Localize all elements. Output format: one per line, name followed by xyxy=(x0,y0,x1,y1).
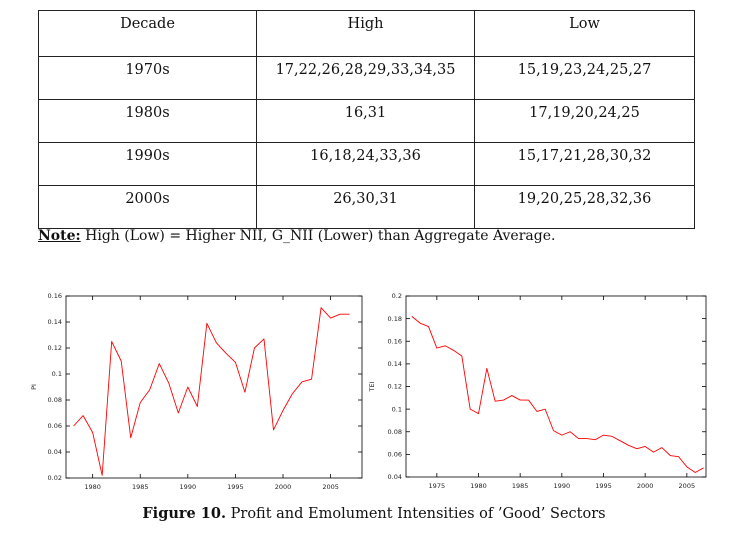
y-tick-label: 0.18 xyxy=(388,315,402,323)
y-tick-label: 0.16 xyxy=(388,337,402,345)
cell-high: 26,30,31 xyxy=(256,185,475,229)
y-tick-label: 0.08 xyxy=(48,396,62,404)
cell-high: 17,22,26,28,29,33,34,35 xyxy=(256,56,475,100)
y-tick-label: 0.12 xyxy=(48,344,62,352)
cell-decade: 2000s xyxy=(38,185,257,229)
header-high: High xyxy=(256,10,475,57)
x-tick-label: 1985 xyxy=(132,483,149,491)
table-row: 2000s 26,30,31 19,20,25,28,32,36 xyxy=(38,185,695,229)
cell-decade: 1990s xyxy=(38,142,257,186)
y-tick-label: 0.12 xyxy=(388,383,402,391)
y-tick-label: 0.14 xyxy=(48,318,62,326)
cell-high: 16,18,24,33,36 xyxy=(256,142,475,186)
header-low: Low xyxy=(474,10,695,57)
y-tick-label: 0.04 xyxy=(48,448,62,456)
y-tick-label: 0.2 xyxy=(392,292,402,300)
cell-low: 15,19,23,24,25,27 xyxy=(474,56,695,100)
y-tick-label: 0.08 xyxy=(388,428,402,436)
x-tick-label: 1990 xyxy=(180,483,197,491)
figure-caption: Figure 10. Profit and Emolument Intensit… xyxy=(0,505,748,522)
plot-frame xyxy=(405,295,707,478)
table-row: 1990s 16,18,24,33,36 15,17,21,28,30,32 xyxy=(38,142,695,186)
cell-low: 15,17,21,28,30,32 xyxy=(474,142,695,186)
cell-decade: 1980s xyxy=(38,99,257,143)
x-tick-label: 2005 xyxy=(322,483,339,491)
x-tick-label: 2000 xyxy=(637,482,654,490)
y-tick-label: 0.1 xyxy=(52,370,62,378)
x-tick-label: 1980 xyxy=(84,483,101,491)
plot-frame xyxy=(65,295,363,479)
x-tick-label: 1995 xyxy=(595,482,612,490)
table-row: 1980s 16,31 17,19,20,24,25 xyxy=(38,99,695,143)
series-line xyxy=(73,307,350,476)
decade-sector-table: Decade High Low 1970s 17,22,26,28,29,33,… xyxy=(38,10,695,229)
y-tick-label: 0.02 xyxy=(48,474,62,482)
cell-high: 16,31 xyxy=(256,99,475,143)
y-axis-title: PI xyxy=(30,384,38,390)
table-header-row: Decade High Low xyxy=(38,10,695,57)
series-line xyxy=(411,316,704,473)
y-axis-title: TEI xyxy=(368,381,376,392)
x-tick-label: 1990 xyxy=(554,482,571,490)
table-row: 1970s 17,22,26,28,29,33,34,35 15,19,23,2… xyxy=(38,56,695,100)
table-note: Note: High (Low) = Higher NII, G_NII (Lo… xyxy=(38,228,555,244)
x-tick-label: 1980 xyxy=(470,482,487,490)
cell-decade: 1970s xyxy=(38,56,257,100)
x-tick-label: 2000 xyxy=(275,483,292,491)
y-tick-label: 0.14 xyxy=(388,360,402,368)
caption-text: Profit and Emolument Intensities of ’Goo… xyxy=(226,506,606,522)
y-tick-label: 0.04 xyxy=(388,473,402,481)
note-text: High (Low) = Higher NII, G_NII (Lower) t… xyxy=(80,228,556,244)
cell-low: 17,19,20,24,25 xyxy=(474,99,695,143)
cell-low: 19,20,25,28,32,36 xyxy=(474,185,695,229)
x-tick-label: 1995 xyxy=(227,483,244,491)
caption-label: Figure 10. xyxy=(142,505,227,522)
note-label: Note: xyxy=(38,228,81,244)
y-tick-label: 0.1 xyxy=(392,405,402,413)
y-tick-label: 0.06 xyxy=(388,451,402,459)
y-tick-label: 0.06 xyxy=(48,422,62,430)
emolument-intensity-chart: 0.04 0.06 0.08 0.1 0.12 0.14 0.16 0.18 0.2 1975 19… xyxy=(368,292,707,490)
header-decade: Decade xyxy=(38,10,257,57)
x-tick-label: 1985 xyxy=(512,482,529,490)
profit-intensity-chart: 0.02 0.04 0.06 0.08 0.1 0.12 0.14 0.16 1980 1985 1… xyxy=(30,292,363,491)
x-tick-label: 2005 xyxy=(679,482,696,490)
y-tick-label: 0.16 xyxy=(48,292,62,300)
x-tick-label: 1975 xyxy=(429,482,446,490)
